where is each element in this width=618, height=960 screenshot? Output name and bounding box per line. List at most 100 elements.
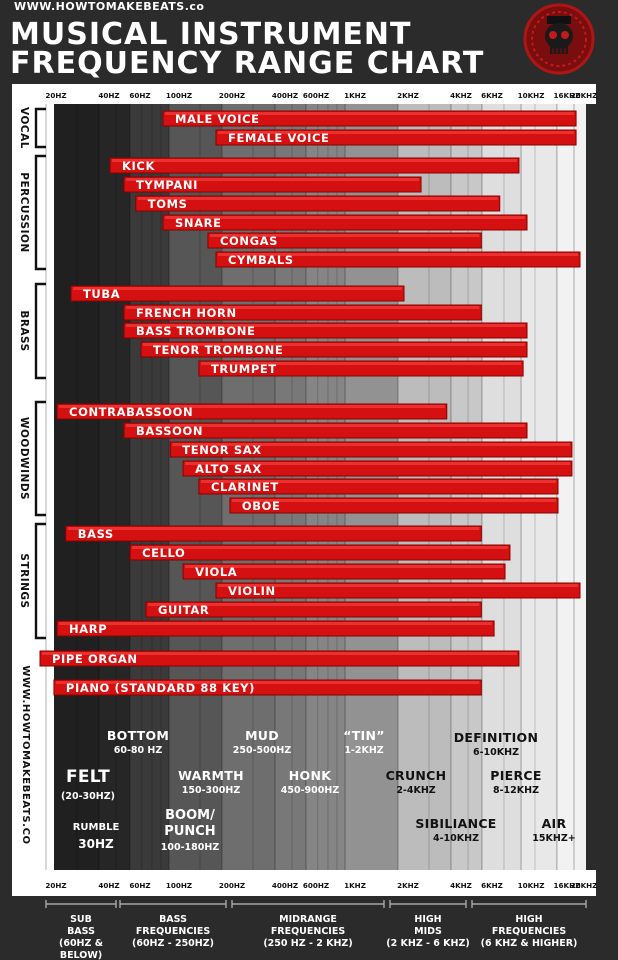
- freq-column-bg: [98, 104, 130, 870]
- zone-label-title: MUD: [245, 728, 279, 743]
- x-tick-label-top: 20HZ: [45, 91, 66, 100]
- zone-label-title: PIERCE: [490, 768, 542, 783]
- side-panel: [12, 104, 54, 870]
- instrument-label: SNARE: [175, 216, 222, 230]
- instrument-label: VIOLIN: [228, 584, 276, 598]
- instrument-bar-highlight: [200, 362, 522, 365]
- instrument-label: CELLO: [142, 546, 185, 560]
- instrument-bar-highlight: [218, 131, 575, 134]
- band-label-line: SUB: [70, 914, 92, 925]
- group-label: STRINGS: [18, 553, 30, 608]
- x-tick-label-bottom: 20KHZ: [571, 881, 598, 890]
- x-tick-label-bottom: 100HZ: [166, 881, 192, 890]
- instrument-bar-highlight: [218, 253, 578, 256]
- instrument-bar-highlight: [165, 112, 575, 115]
- instrument-label: TRUMPET: [211, 362, 277, 376]
- x-tick-label-top: 2KHZ: [397, 91, 419, 100]
- x-tick-label-top: 4KHZ: [450, 91, 472, 100]
- band-label-line: FREQUENCIES: [136, 926, 211, 937]
- instrument-label: KICK: [122, 159, 155, 173]
- instrument-label: HARP: [69, 622, 107, 636]
- instrument-label: VIOLA: [195, 565, 237, 579]
- zone-label-sub: 8-12KHZ: [493, 785, 539, 796]
- group-bracket: [34, 282, 46, 380]
- x-tick-label-bottom: 40HZ: [98, 881, 119, 890]
- instrument-label: TENOR TROMBONE: [153, 343, 283, 357]
- instrument-label: TUBA: [83, 287, 120, 301]
- x-tick-label-bottom: 400HZ: [272, 881, 298, 890]
- zone-label-title: FELT: [66, 767, 110, 787]
- band-bracket-ends: [231, 900, 385, 908]
- instrument-bar-highlight: [218, 584, 578, 587]
- zone-label-title: SIBILIANCE: [415, 816, 496, 831]
- zone-label-sub: 30HZ: [78, 837, 114, 851]
- band-label-line: (250 HZ - 2 KHZ): [263, 938, 352, 949]
- band-bracket-ends: [119, 900, 227, 908]
- zone-label-title: RUMBLE: [73, 822, 120, 833]
- group-bracket: [34, 107, 46, 149]
- band-label-line: BELOW): [60, 950, 102, 960]
- band-label-line: BASS: [67, 926, 95, 937]
- instrument-bar-highlight: [72, 287, 402, 290]
- zone-label-sub: 1-2KHZ: [344, 745, 383, 756]
- band-label-line: MIDRANGE: [279, 914, 337, 925]
- zone-label-sub: 100-180HZ: [161, 842, 220, 853]
- instrument-label: TOMS: [148, 197, 188, 211]
- x-tick-label-bottom: 6KHZ: [481, 881, 503, 890]
- instrument-label: PIANO (STANDARD 88 KEY): [66, 681, 255, 695]
- x-tick-label-top: 600HZ: [303, 91, 329, 100]
- x-tick-label-bottom: 2KHZ: [397, 881, 419, 890]
- side-website-url: WWW.HOWTOMAKEBEATS.CO: [20, 665, 31, 844]
- zone-title-line: BOOM/: [165, 808, 215, 823]
- zone-label-title: AIR: [542, 816, 567, 831]
- band-label-line: (60HZ &: [59, 938, 103, 949]
- zone-label-sub: 2-4KHZ: [396, 785, 435, 796]
- group-label: WOODWINDS: [18, 417, 30, 500]
- zone-label-sub: 6-10KHZ: [473, 747, 519, 758]
- instrument-bar-highlight: [125, 306, 480, 309]
- instrument-label: CONTRABASSOON: [69, 405, 193, 419]
- instrument-bar-highlight: [209, 234, 480, 237]
- x-tick-label-top: 60HZ: [129, 91, 150, 100]
- instrument-label: TYMPANI: [136, 178, 198, 192]
- x-tick-label-bottom: 20HZ: [45, 881, 66, 890]
- band-label-line: FREQUENCIES: [492, 926, 567, 937]
- group-label: BRASS: [18, 310, 30, 351]
- instrument-label: GUITAR: [158, 603, 209, 617]
- skull-logo-icon: [523, 3, 595, 75]
- instrument-label: BASSOON: [136, 424, 203, 438]
- page-title-line-1: MUSICAL INSTRUMENT: [10, 17, 412, 52]
- group-bracket: [34, 154, 46, 271]
- instrument-label: ALTO SAX: [195, 462, 262, 476]
- band-label-line: MIDS: [414, 926, 442, 937]
- x-tick-label-bottom: 60HZ: [129, 881, 150, 890]
- instrument-label: MALE VOICE: [175, 112, 260, 126]
- band-label-line: (2 KHZ - 6 KHZ): [386, 938, 469, 949]
- band-label-line: FREQUENCIES: [271, 926, 346, 937]
- site-url: WWW.HOWTOMAKEBEATS.co: [14, 0, 205, 13]
- x-tick-label-bottom: 10KHZ: [518, 881, 545, 890]
- zone-label-sub: (20-30HZ): [61, 791, 115, 802]
- group-label: PERCUSSION: [18, 172, 30, 252]
- band-label-line: (60HZ - 250HZ): [132, 938, 214, 949]
- instrument-bar-highlight: [147, 603, 480, 606]
- band-label-line: (6 KHZ & HIGHER): [481, 938, 578, 949]
- band-bracket-ends: [45, 900, 117, 908]
- instrument-label: OBOE: [242, 499, 281, 513]
- instrument-bar-highlight: [125, 178, 420, 181]
- top-axis-strip: [12, 84, 596, 104]
- instrument-label: PIPE ORGAN: [52, 652, 138, 666]
- instrument-bar-highlight: [132, 546, 508, 549]
- x-tick-label-top: 20KHZ: [571, 91, 598, 100]
- x-tick-label-top: 1KHZ: [344, 91, 366, 100]
- zone-label-sub: 15KHZ+: [532, 833, 575, 844]
- group-bracket: [34, 400, 46, 517]
- instrument-label: TENOR SAX: [182, 443, 261, 457]
- instrument-bar-highlight: [200, 480, 557, 483]
- x-tick-label-top: 200HZ: [219, 91, 245, 100]
- instrument-label: BASS TROMBONE: [136, 324, 255, 338]
- bottom-axis-strip: [12, 870, 596, 896]
- page-title-line-2: FREQUENCY RANGE CHART: [10, 46, 485, 81]
- x-tick-label-top: 40HZ: [98, 91, 119, 100]
- instrument-bar-highlight: [185, 462, 570, 465]
